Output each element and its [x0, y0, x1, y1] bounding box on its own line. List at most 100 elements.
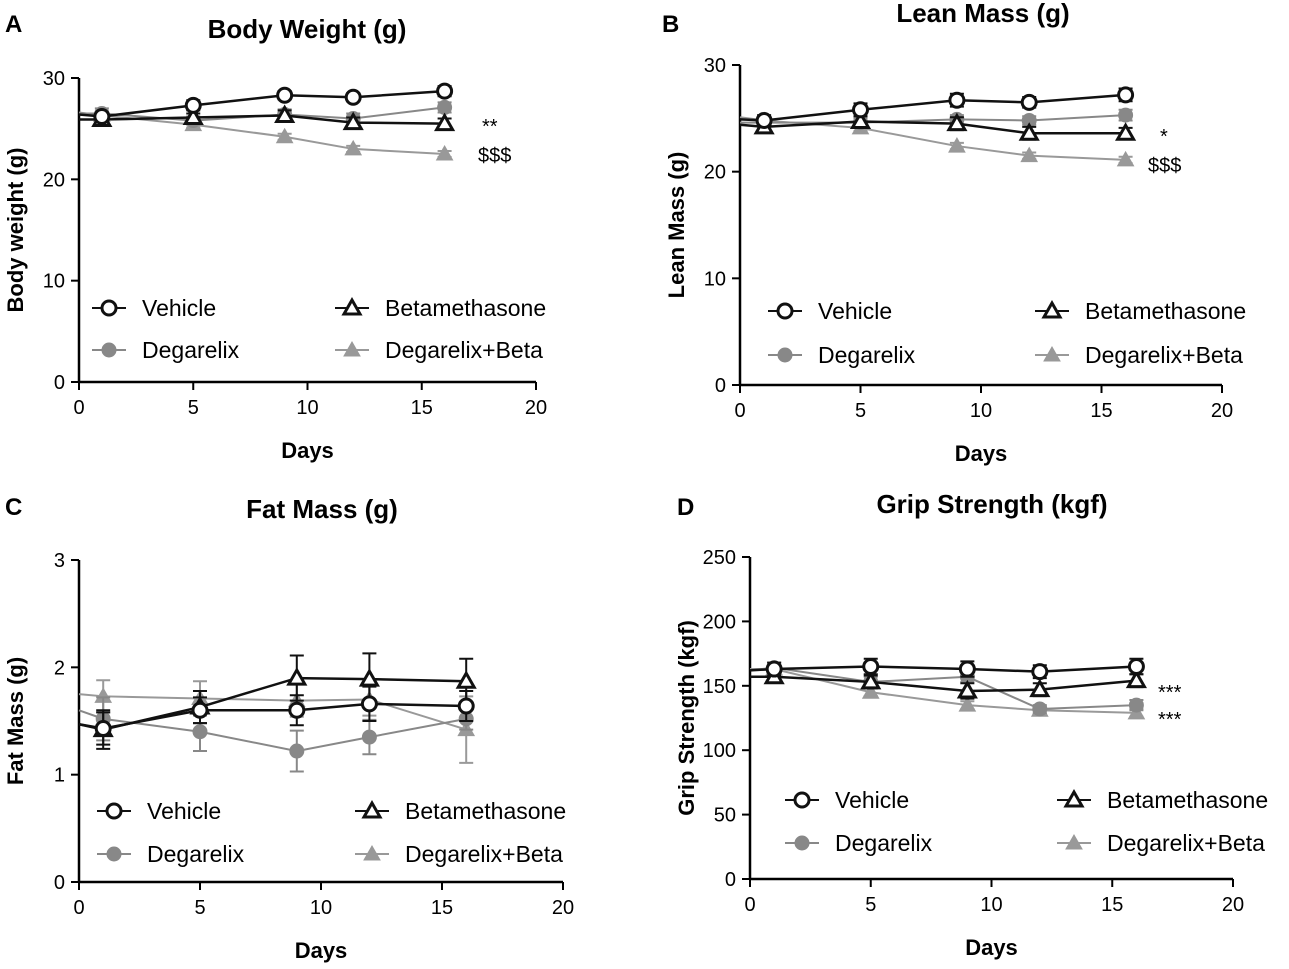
series-betamethasone: [79, 104, 456, 132]
x-tick-label: 15: [431, 897, 453, 919]
data-point: [94, 720, 112, 738]
data-point: [286, 667, 308, 686]
data-point: [948, 91, 966, 109]
legend-marker: [100, 299, 118, 317]
legend-marker: [361, 799, 383, 819]
y-tick-label: 1: [54, 765, 65, 787]
data-point: [434, 112, 456, 132]
legend-marker: [363, 844, 381, 861]
data-point: [1020, 146, 1039, 163]
series-degarelix: [740, 107, 1134, 131]
y-tick-label: 2: [54, 657, 65, 679]
legend-marker: [341, 296, 363, 316]
data-point: [192, 724, 208, 740]
series-vehicle: [78, 685, 475, 746]
x-tick-label: 5: [194, 897, 205, 919]
legend-marker: [1043, 345, 1061, 362]
legend-label: Vehicle: [818, 298, 892, 324]
legend-label: Degarelix+Beta: [405, 841, 563, 867]
data-point: [948, 137, 966, 153]
chart-title: Grip Strength (kgf): [876, 489, 1107, 519]
panel-B: B Lean Mass (g) 0 5 10 15 20 0 10 20 30 Days Lean Ma…: [662, 0, 1246, 466]
significance-annotation: *: [1160, 126, 1168, 148]
x-tick-label: 0: [73, 397, 84, 419]
y-tick-label: 10: [704, 268, 726, 290]
legend-marker: [776, 302, 794, 320]
series-line: [78, 709, 467, 753]
legend-label: Vehicle: [142, 295, 216, 321]
data-point: [765, 660, 783, 678]
data-point: [288, 701, 306, 719]
legend-item: Vehicle: [92, 295, 216, 321]
legend-item: Betamethasone: [335, 295, 546, 321]
legend-label: Degarelix+Beta: [1107, 830, 1265, 856]
data-point: [1020, 93, 1038, 111]
data-point: [1116, 150, 1135, 167]
data-point: [1125, 669, 1147, 689]
significance-annotation: $$$: [478, 145, 511, 167]
legend-item: Degarelix: [97, 841, 245, 867]
y-tick-label: 0: [54, 872, 65, 894]
data-point: [191, 701, 209, 719]
series-vehicle: [739, 86, 1135, 129]
x-tick-label: 0: [744, 894, 755, 916]
data-point: [1018, 122, 1040, 141]
panel-C: C Fat Mass (g) 0 5 10 15 20 0 1 2 3 Days Fat Mass (g…: [3, 494, 574, 963]
data-point: [1117, 86, 1135, 104]
x-tick-label: 15: [1101, 894, 1123, 916]
panel-letter: D: [677, 494, 694, 521]
y-axis-label: Body weight (g): [3, 148, 28, 313]
legend-label: Degarelix+Beta: [385, 337, 543, 363]
data-point: [862, 657, 880, 675]
legend-marker: [1065, 833, 1083, 850]
x-tick-label: 5: [188, 397, 199, 419]
data-point: [1118, 107, 1134, 123]
data-point: [184, 96, 202, 114]
data-point: [958, 696, 977, 712]
y-tick-label: 0: [725, 869, 736, 891]
data-point: [182, 106, 204, 126]
legend-item: Vehicle: [785, 787, 909, 813]
y-tick-label: 0: [54, 372, 65, 394]
legend-label: Degarelix: [835, 830, 933, 856]
data-point: [946, 112, 968, 132]
data-point: [1032, 701, 1048, 717]
x-axis-label: Days: [955, 441, 1008, 466]
y-tick-label: 30: [704, 55, 726, 77]
significance-annotation: ***: [1158, 682, 1182, 704]
legend-label: Betamethasone: [1107, 787, 1268, 813]
x-tick-label: 15: [411, 397, 433, 419]
legend-item: Betamethasone: [1035, 298, 1246, 324]
legend-label: Degarelix+Beta: [1085, 342, 1243, 368]
panel-D: D Grip Strength (kgf)0 5 10 15 20050100150200…: [674, 489, 1268, 960]
x-tick-label: 15: [1090, 400, 1112, 422]
legend-item: Vehicle: [768, 298, 892, 324]
legend-marker: [106, 846, 122, 862]
x-axis-label: Days: [965, 935, 1018, 960]
legend-item: Degarelix+Beta: [1057, 830, 1265, 856]
x-tick-label: 10: [310, 897, 332, 919]
significance-annotation: $$$: [1148, 155, 1181, 177]
x-tick-label: 10: [980, 894, 1002, 916]
y-tick-label: 150: [703, 676, 736, 698]
x-axis-label: Days: [281, 438, 334, 463]
data-point: [1029, 678, 1051, 698]
legend-item: Degarelix+Beta: [355, 841, 563, 867]
y-tick-label: 0: [715, 375, 726, 397]
y-tick-label: 200: [703, 611, 736, 633]
legend-label: Betamethasone: [385, 295, 546, 321]
chart-title: Fat Mass (g): [246, 494, 398, 524]
series-line: [750, 668, 1137, 714]
data-point: [437, 99, 453, 115]
y-axis-label: Fat Mass (g): [3, 657, 28, 785]
panel-letter: B: [662, 11, 679, 38]
data-point: [958, 660, 976, 678]
x-tick-label: 20: [552, 897, 574, 919]
series-line: [78, 89, 445, 118]
legend-marker: [1063, 788, 1085, 808]
data-point: [436, 82, 454, 100]
data-point: [1031, 663, 1049, 681]
data-point: [275, 127, 294, 144]
legend-item: Degarelix+Beta: [335, 337, 543, 363]
